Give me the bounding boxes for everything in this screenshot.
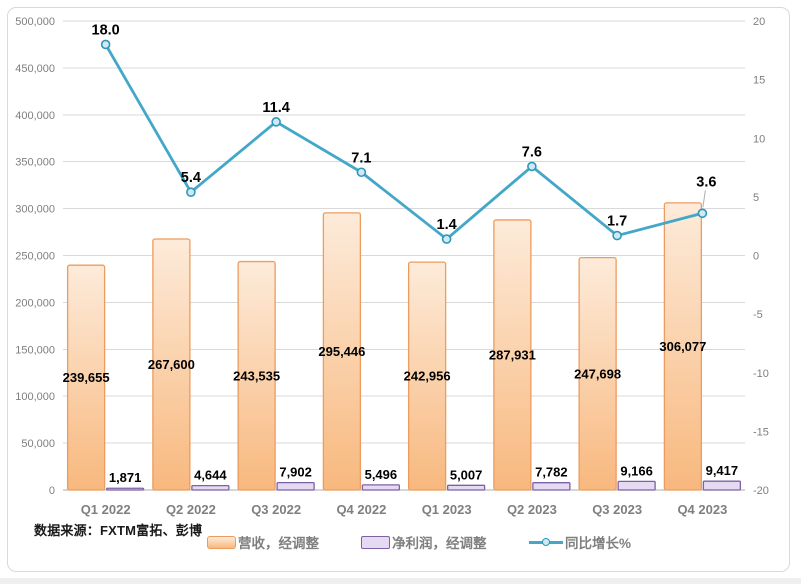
left-axis-tick: 100,000 [15, 391, 55, 403]
net-profit-label: 5,496 [365, 467, 398, 482]
net-profit-label: 5,007 [450, 467, 483, 482]
revenue-bar [578, 257, 617, 491]
page-bottom-strip [0, 578, 801, 584]
right-axis-tick: -20 [753, 485, 769, 497]
yoy-label: 11.4 [262, 100, 289, 116]
net-profit-bar [105, 487, 145, 491]
data-labels: 239,655 267,600 243,535 295,446 242,956 287,9… [63, 22, 739, 485]
net-profit-bar [702, 480, 742, 491]
revenue-label: 306,077 [659, 339, 706, 354]
right-axis-tick: -5 [753, 309, 763, 321]
yoy-marker [697, 208, 708, 219]
revenue-bar [407, 261, 447, 491]
category-label: Q3 2022 [251, 502, 301, 517]
bar-series [66, 202, 742, 491]
yoy-marker [100, 39, 111, 50]
source-note: 数据来源：FXTM富拓、彭博 [34, 523, 203, 538]
left-axis-tick: 450,000 [15, 63, 55, 75]
yoy-marker [356, 167, 367, 178]
legend-label-revenue: 营收，经调整 [238, 536, 319, 551]
revenue-bar [66, 264, 106, 491]
revenue-label: 267,600 [148, 357, 195, 372]
revenue-label: 247,698 [574, 366, 621, 381]
left-axis-tick: 350,000 [15, 157, 55, 169]
category-label: Q3 2023 [592, 502, 642, 517]
label-leader-line [702, 190, 706, 208]
net-profit-label: 7,782 [535, 465, 568, 480]
revenue-bar [152, 238, 191, 491]
yoy-marker [441, 234, 452, 244]
revenue-label: 287,931 [489, 347, 536, 362]
net-profit-label: 9,166 [620, 463, 653, 478]
yoy-label: 7.1 [351, 150, 371, 166]
revenue-label: 243,535 [233, 368, 280, 383]
net-profit-bar [446, 484, 486, 491]
net-profit-bar [276, 481, 315, 491]
category-label: Q2 2022 [166, 502, 216, 517]
revenue-bar [663, 202, 703, 491]
line-series [100, 39, 708, 244]
yoy-line [104, 43, 704, 241]
revenue-label: 295,446 [318, 344, 365, 359]
net-profit-label: 7,902 [279, 465, 312, 480]
right-axis-tick: -10 [753, 368, 769, 380]
left-axis-tick: 400,000 [15, 110, 55, 122]
net-profit-bar [617, 480, 656, 491]
revenue-swatch-icon [207, 535, 236, 549]
yoy-label: 7.6 [522, 144, 542, 160]
legend-label-net-profit: 净利润，经调整 [392, 536, 487, 551]
yoy-line-swatch-icon [529, 536, 563, 548]
net-profit-bar [191, 484, 230, 491]
net-profit-swatch-icon [361, 535, 390, 549]
yoy-label: 18.0 [92, 22, 120, 38]
left-axis-tick: 50,000 [21, 438, 55, 450]
right-axis-tick: 0 [753, 251, 759, 263]
category-label: Q2 2023 [507, 502, 557, 517]
yoy-label: 3.6 [696, 174, 716, 190]
net-profit-label: 9,417 [706, 463, 739, 478]
legend-item-net-profit: 净利润，经调整 [361, 533, 487, 551]
left-axis-tick: 500,000 [15, 16, 55, 28]
right-axis-tick: 20 [753, 16, 765, 28]
legend-item-revenue: 营收，经调整 [207, 533, 319, 551]
right-axis-tick: 5 [753, 192, 759, 204]
yoy-marker [527, 161, 537, 172]
legend-label-yoy: 同比增长% [565, 536, 632, 551]
net-profit-bar [532, 482, 571, 491]
revenue-bar [322, 212, 362, 491]
revenue-label: 239,655 [63, 370, 110, 385]
category-label: Q1 2022 [81, 502, 131, 517]
right-axis-tick: 15 [753, 75, 765, 87]
net-profit-label: 4,644 [194, 468, 227, 483]
left-axis-tick: 250,000 [15, 251, 55, 263]
right-axis-tick: -15 [753, 426, 769, 438]
net-profit-label: 1,871 [109, 470, 142, 485]
left-axis-tick: 200,000 [15, 297, 55, 309]
yoy-label: 1.4 [437, 217, 457, 233]
revenue-bar [237, 260, 276, 491]
revenue-bar [493, 219, 532, 491]
axes: 0 50,000 100,000 150,000 200,000 250,000 300,0… [15, 16, 769, 517]
left-axis-tick: 300,000 [15, 204, 55, 216]
legend-item-yoy: 同比增长% [529, 533, 631, 551]
revenue-label: 242,956 [404, 369, 451, 384]
category-label: Q4 2022 [336, 502, 386, 517]
yoy-label: 5.4 [181, 170, 201, 186]
category-label: Q1 2023 [422, 502, 472, 517]
net-profit-bar [361, 484, 401, 491]
category-label: Q4 2023 [677, 502, 727, 517]
left-axis-tick: 150,000 [15, 344, 55, 356]
yoy-label: 1.7 [607, 214, 627, 230]
right-axis-tick: 10 [753, 133, 765, 145]
yoy-marker [612, 230, 622, 241]
left-axis-tick: 0 [49, 485, 55, 497]
yoy-marker [186, 187, 196, 197]
yoy-marker [271, 117, 281, 127]
